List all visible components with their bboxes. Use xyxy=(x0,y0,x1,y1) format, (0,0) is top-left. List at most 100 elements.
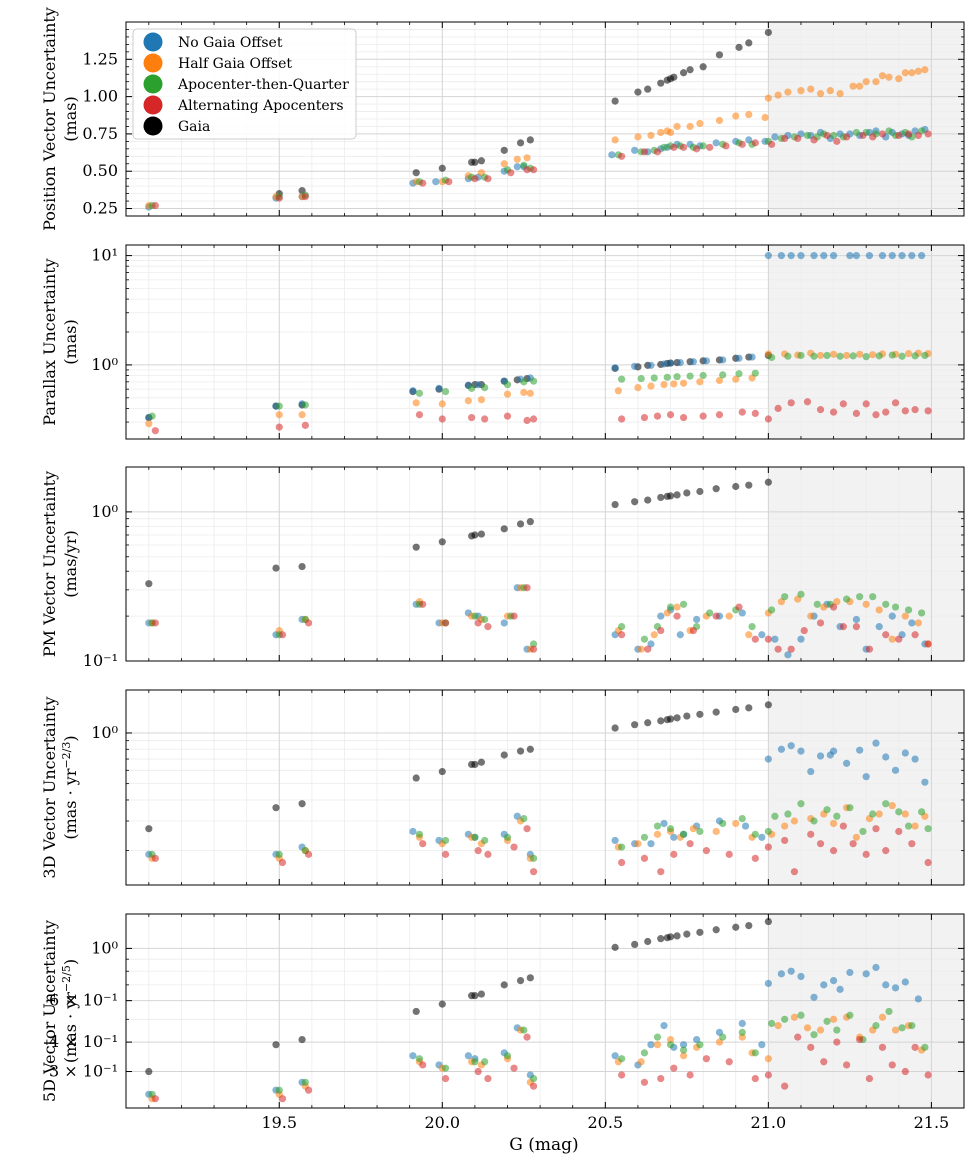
data-point xyxy=(882,408,890,416)
legend: No Gaia Offset Half Gaia Offset Apocenter-… xyxy=(132,28,357,140)
data-point xyxy=(829,603,838,611)
data-point xyxy=(679,143,688,151)
data-point xyxy=(882,600,890,608)
data-point xyxy=(529,854,538,862)
data-point xyxy=(686,122,694,131)
data-point xyxy=(878,251,887,260)
data-point xyxy=(869,810,877,818)
data-point xyxy=(820,1058,828,1066)
data-point xyxy=(477,758,486,766)
data-point xyxy=(774,1022,782,1030)
panel-5d: 19.5 20.0 20.5 21.0 21.5 3 × 10⁻¹ 4 × 10⁻¹ 6 × … xyxy=(40,913,965,1132)
y-tick-label: 4 × 10⁻¹ xyxy=(49,1032,118,1051)
data-point xyxy=(732,482,740,491)
data-point xyxy=(908,619,916,627)
y-axis-label: 3D Vector Uncertainty xyxy=(40,696,59,878)
data-point xyxy=(862,850,870,858)
legend-label: Half Gaia Offset xyxy=(178,56,292,72)
data-point xyxy=(670,143,678,151)
data-point xyxy=(921,351,929,360)
data-point xyxy=(640,854,649,862)
data-point xyxy=(875,352,883,360)
data-point xyxy=(409,827,417,836)
data-point xyxy=(738,814,746,823)
legend-label: Gaia xyxy=(178,119,210,135)
data-point xyxy=(764,478,772,486)
data-point xyxy=(715,376,724,385)
data-point xyxy=(693,615,701,624)
data-point xyxy=(275,194,283,202)
data-point xyxy=(275,1086,283,1094)
data-point xyxy=(298,800,306,808)
data-point xyxy=(843,1061,851,1069)
data-point xyxy=(468,413,476,422)
data-point xyxy=(699,371,707,380)
data-point xyxy=(663,373,671,381)
data-point xyxy=(438,538,446,546)
data-point xyxy=(918,808,926,816)
data-point xyxy=(904,606,913,614)
data-point xyxy=(647,1041,655,1049)
data-point xyxy=(719,371,727,379)
data-point xyxy=(781,1015,789,1023)
y-axis-unit-label: (mas/yr) xyxy=(61,530,80,597)
data-point xyxy=(640,148,649,156)
data-point xyxy=(441,850,450,858)
data-point xyxy=(696,710,704,718)
data-point xyxy=(520,814,528,823)
data-point xyxy=(523,584,531,592)
data-point xyxy=(732,819,740,828)
data-point xyxy=(679,413,688,422)
data-point xyxy=(862,78,870,86)
data-point xyxy=(611,1052,619,1060)
data-point xyxy=(803,398,812,406)
data-point xyxy=(836,90,844,98)
data-point xyxy=(148,412,156,420)
data-point xyxy=(803,1024,812,1032)
data-point xyxy=(843,133,851,141)
data-point xyxy=(764,1055,772,1063)
data-point xyxy=(829,350,838,358)
data-point xyxy=(715,116,724,125)
data-point xyxy=(852,251,860,260)
data-point xyxy=(702,1055,711,1063)
data-point xyxy=(611,136,619,144)
data-point xyxy=(833,137,841,145)
series-alternating-apocenters xyxy=(151,130,932,210)
data-point xyxy=(895,635,903,643)
data-point xyxy=(797,1011,805,1019)
data-point xyxy=(898,1024,906,1032)
data-point xyxy=(810,817,818,825)
data-point xyxy=(640,1049,649,1057)
data-point xyxy=(781,134,789,142)
data-point xyxy=(526,974,534,982)
data-point xyxy=(816,406,825,414)
data-point xyxy=(689,358,697,366)
data-point xyxy=(797,590,805,598)
data-point xyxy=(298,411,306,419)
data-point xyxy=(145,1067,153,1076)
data-point xyxy=(441,619,450,627)
data-point xyxy=(722,142,730,150)
data-point xyxy=(732,112,740,120)
data-point xyxy=(647,361,655,369)
data-point xyxy=(794,1033,802,1041)
data-point xyxy=(666,933,675,941)
data-point xyxy=(816,1026,825,1034)
data-point xyxy=(657,612,665,620)
data-point xyxy=(471,760,479,769)
data-point xyxy=(529,377,538,385)
data-point xyxy=(797,800,805,808)
data-point xyxy=(477,990,486,998)
legend-label: No Gaia Offset xyxy=(178,35,283,51)
data-point xyxy=(869,133,877,141)
data-point xyxy=(657,79,665,87)
data-point xyxy=(510,843,518,851)
unit-close: ) xyxy=(61,959,80,965)
data-point xyxy=(676,631,684,639)
data-point xyxy=(526,136,534,144)
data-point xyxy=(618,843,626,851)
data-point xyxy=(924,130,932,138)
data-point xyxy=(764,415,772,423)
data-point xyxy=(898,352,906,360)
